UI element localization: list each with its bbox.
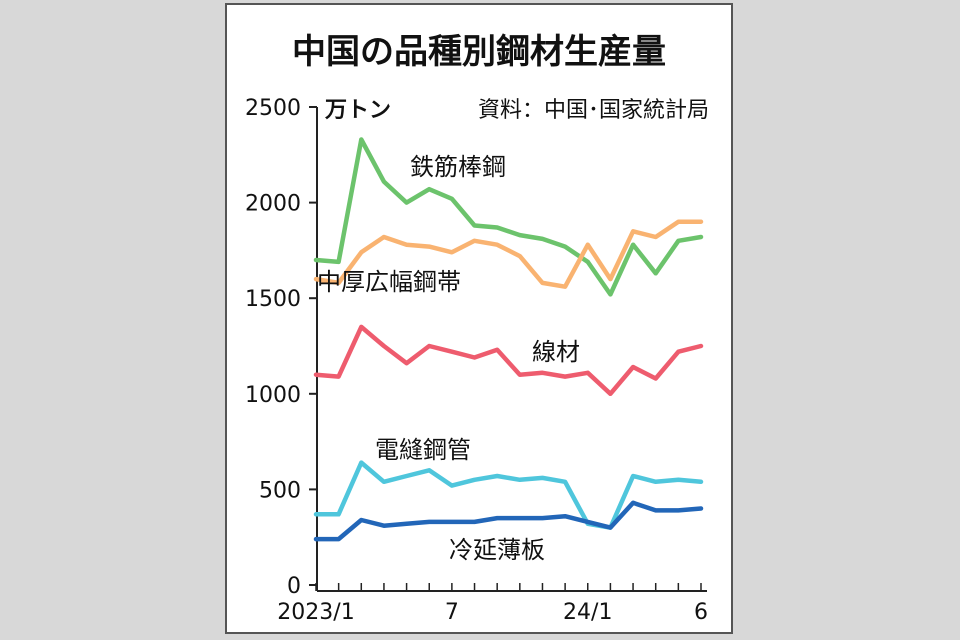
unit-label: 万トン — [324, 98, 391, 123]
y-tick-label: 2500 — [245, 96, 301, 121]
chart-title: 中国の品種別鋼材生産量 — [292, 32, 666, 72]
y-tick-label: 500 — [259, 478, 301, 503]
y-axis: 0 500 1000 1500 2000 2500 — [245, 96, 318, 599]
chart-panel: 中国の品種別鋼材生産量 万トン 資料：中国･国家統計局 0 500 1000 1500… — [225, 3, 733, 634]
series-label: 電縫鋼管 — [375, 436, 471, 464]
line-chart: 中国の品種別鋼材生産量 万トン 資料：中国･国家統計局 0 500 1000 1500… — [245, 32, 709, 625]
series-label: 冷延薄板 — [449, 536, 545, 564]
x-tick-label: 2023/1 — [277, 600, 354, 625]
source-label: 資料：中国･国家統計局 — [478, 98, 709, 123]
series-line — [313, 219, 704, 289]
y-tick-label: 2000 — [245, 192, 301, 217]
x-tick-label: 24/1 — [563, 600, 612, 625]
x-axis: 2023/1 7 24/1 6 — [277, 583, 708, 625]
y-tick-label: 1000 — [245, 383, 301, 408]
series-label: 中厚広幅鋼帯 — [317, 268, 461, 296]
series-line — [313, 460, 704, 530]
y-tick-label: 1500 — [245, 287, 301, 312]
series-label: 線材 — [532, 338, 580, 366]
series-lines — [313, 137, 704, 542]
series-line — [313, 324, 704, 397]
x-tick-label: 7 — [445, 600, 459, 625]
series-line — [313, 500, 704, 542]
series-label: 鉄筋棒鋼 — [410, 153, 506, 181]
x-tick-label: 6 — [694, 600, 708, 625]
series-line — [313, 137, 704, 297]
y-tick-label: 0 — [287, 574, 301, 599]
